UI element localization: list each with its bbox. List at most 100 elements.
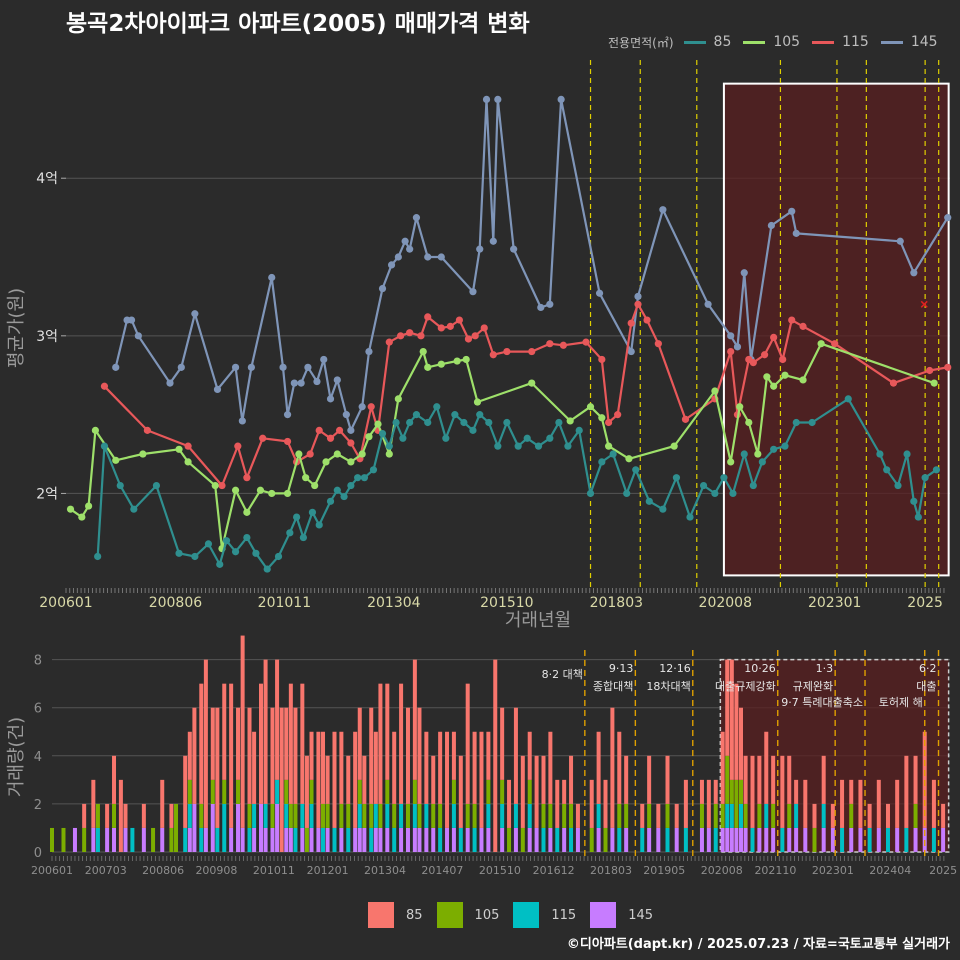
bar-segment-115 bbox=[640, 827, 645, 852]
bar-segment-105 bbox=[603, 827, 608, 852]
data-point bbox=[112, 363, 120, 371]
x-tick-label: 200908 bbox=[195, 864, 237, 877]
data-point bbox=[761, 351, 769, 359]
x-tick-label: 201304 bbox=[367, 595, 421, 611]
bar-segment-145 bbox=[362, 827, 367, 852]
data-point bbox=[557, 95, 565, 104]
bar-segment-105 bbox=[438, 803, 443, 828]
bar-segment-85 bbox=[840, 779, 845, 828]
data-point bbox=[283, 411, 292, 419]
data-point bbox=[311, 481, 319, 490]
bar-segment-85 bbox=[424, 731, 429, 804]
data-point bbox=[315, 426, 323, 434]
x-tick-label: 2025 bbox=[907, 595, 943, 611]
bar-segment-115 bbox=[183, 827, 188, 852]
bar-segment-105 bbox=[617, 803, 622, 828]
bar-segment-105 bbox=[849, 803, 854, 828]
data-point bbox=[394, 395, 402, 403]
data-point bbox=[453, 357, 461, 365]
data-point bbox=[347, 481, 355, 490]
bar-segment-115 bbox=[904, 827, 909, 852]
data-point bbox=[460, 418, 468, 427]
data-point bbox=[727, 332, 735, 340]
data-point bbox=[85, 502, 93, 510]
x-tick-label: 201201 bbox=[307, 864, 349, 877]
bar-segment-85 bbox=[569, 755, 574, 804]
bar-segment-85 bbox=[215, 707, 220, 828]
bar-segment-115 bbox=[392, 827, 397, 852]
data-point bbox=[883, 466, 891, 474]
bar-segment-105 bbox=[757, 803, 762, 828]
data-point bbox=[763, 373, 771, 381]
data-point bbox=[274, 552, 283, 561]
data-point bbox=[720, 474, 728, 482]
data-point bbox=[469, 288, 477, 296]
y-tick-label: 3억 bbox=[36, 329, 58, 345]
bar-segment-85 bbox=[309, 731, 314, 780]
data-point bbox=[534, 442, 543, 450]
data-point bbox=[295, 450, 303, 458]
data-point bbox=[451, 411, 459, 419]
data-point bbox=[127, 316, 136, 324]
bar-segment-85 bbox=[500, 707, 505, 780]
data-point bbox=[397, 332, 405, 340]
x-tick-label: 2025 bbox=[929, 864, 957, 877]
data-point bbox=[792, 418, 800, 427]
data-point bbox=[424, 253, 432, 261]
data-point bbox=[406, 418, 414, 427]
bar-segment-115 bbox=[840, 827, 845, 852]
data-point bbox=[598, 355, 606, 364]
bar-segment-85 bbox=[610, 707, 615, 828]
bar-segment-115 bbox=[486, 803, 491, 828]
bar-segment-115 bbox=[729, 803, 734, 828]
data-point bbox=[268, 273, 276, 282]
bar-segment-145 bbox=[105, 827, 110, 852]
bar-segment-85 bbox=[725, 659, 730, 756]
x-axis-title: 거래년월 bbox=[505, 610, 571, 631]
data-point bbox=[387, 261, 396, 269]
bar-segment-105 bbox=[369, 803, 374, 828]
data-point bbox=[894, 481, 902, 490]
bar-segment-105 bbox=[288, 803, 293, 828]
bar-segment-115 bbox=[555, 827, 560, 852]
data-point bbox=[446, 322, 454, 330]
bar-segment-145 bbox=[252, 827, 257, 852]
data-point bbox=[306, 450, 314, 458]
bar-segment-145 bbox=[548, 827, 553, 852]
data-point bbox=[333, 376, 341, 384]
bar-segment-145 bbox=[922, 827, 927, 852]
bar-segment-145 bbox=[729, 827, 734, 852]
bar-segment-85 bbox=[931, 779, 936, 828]
data-point bbox=[243, 474, 251, 482]
bar-segment-105 bbox=[357, 779, 362, 804]
bar-segment-145 bbox=[112, 827, 117, 852]
y-tick-label: 2 bbox=[34, 798, 42, 813]
bar-segment-85 bbox=[665, 755, 670, 804]
legend-item-85: 85 bbox=[683, 34, 731, 50]
x-tick-label: 201612 bbox=[533, 864, 575, 877]
bar-segment-115 bbox=[130, 827, 135, 852]
data-point bbox=[889, 379, 898, 387]
data-point bbox=[926, 366, 934, 375]
bar-segment-145 bbox=[876, 827, 881, 852]
data-point bbox=[749, 481, 757, 490]
data-point bbox=[340, 492, 348, 501]
bar-segment-85 bbox=[373, 731, 378, 804]
data-point bbox=[299, 533, 307, 542]
data-point bbox=[586, 403, 595, 411]
bar-segment-115 bbox=[215, 827, 220, 852]
bar-segment-145 bbox=[187, 827, 192, 852]
bar-segment-115 bbox=[284, 803, 289, 828]
data-point bbox=[234, 442, 242, 450]
bar-segment-85 bbox=[445, 731, 450, 828]
bar-segment-85 bbox=[596, 731, 601, 804]
series-115 bbox=[100, 300, 952, 490]
data-point bbox=[546, 300, 554, 308]
bar-segment-85 bbox=[734, 683, 739, 780]
bar-segment-105 bbox=[720, 803, 725, 828]
data-point bbox=[369, 466, 378, 474]
bar-segment-105 bbox=[112, 803, 117, 828]
bar-segment-85 bbox=[412, 659, 417, 780]
data-point bbox=[385, 442, 393, 450]
bar-segment-85 bbox=[603, 779, 608, 828]
